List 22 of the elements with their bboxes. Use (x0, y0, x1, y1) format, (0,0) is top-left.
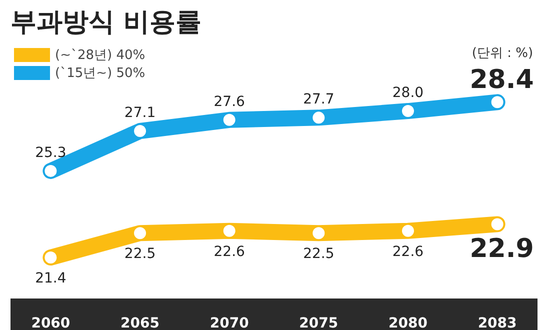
data-label: 28.0 (392, 85, 424, 102)
x-tick-label: 2083 (478, 316, 517, 330)
data-label: 27.1 (124, 105, 156, 121)
x-tick-label: 2080 (388, 316, 428, 330)
x-tick-label: 2065 (120, 316, 160, 330)
chart-title: 부과방식 비용률 (10, 8, 202, 38)
x-tick-label: 2075 (299, 316, 338, 330)
data-label: 22.5 (124, 246, 156, 262)
data-label: 22.6 (214, 244, 246, 260)
legend-label: (~`28년) 40% (55, 47, 146, 64)
x-tick-label: 2070 (210, 316, 250, 330)
data-label: 25.3 (35, 144, 66, 161)
legend-label: (`15년~) 50% (55, 65, 146, 82)
data-label: 27.6 (214, 94, 246, 110)
text: (단위 : %) (472, 46, 534, 62)
data-label: 21.4 (35, 270, 66, 286)
data-label: 27.7 (303, 92, 334, 108)
data-label: 22.9 (470, 234, 534, 264)
data-label: 22.6 (392, 244, 424, 260)
data-label: 22.5 (303, 246, 334, 262)
x-tick-label: 2060 (31, 316, 70, 330)
data-label: 28.4 (470, 65, 534, 96)
